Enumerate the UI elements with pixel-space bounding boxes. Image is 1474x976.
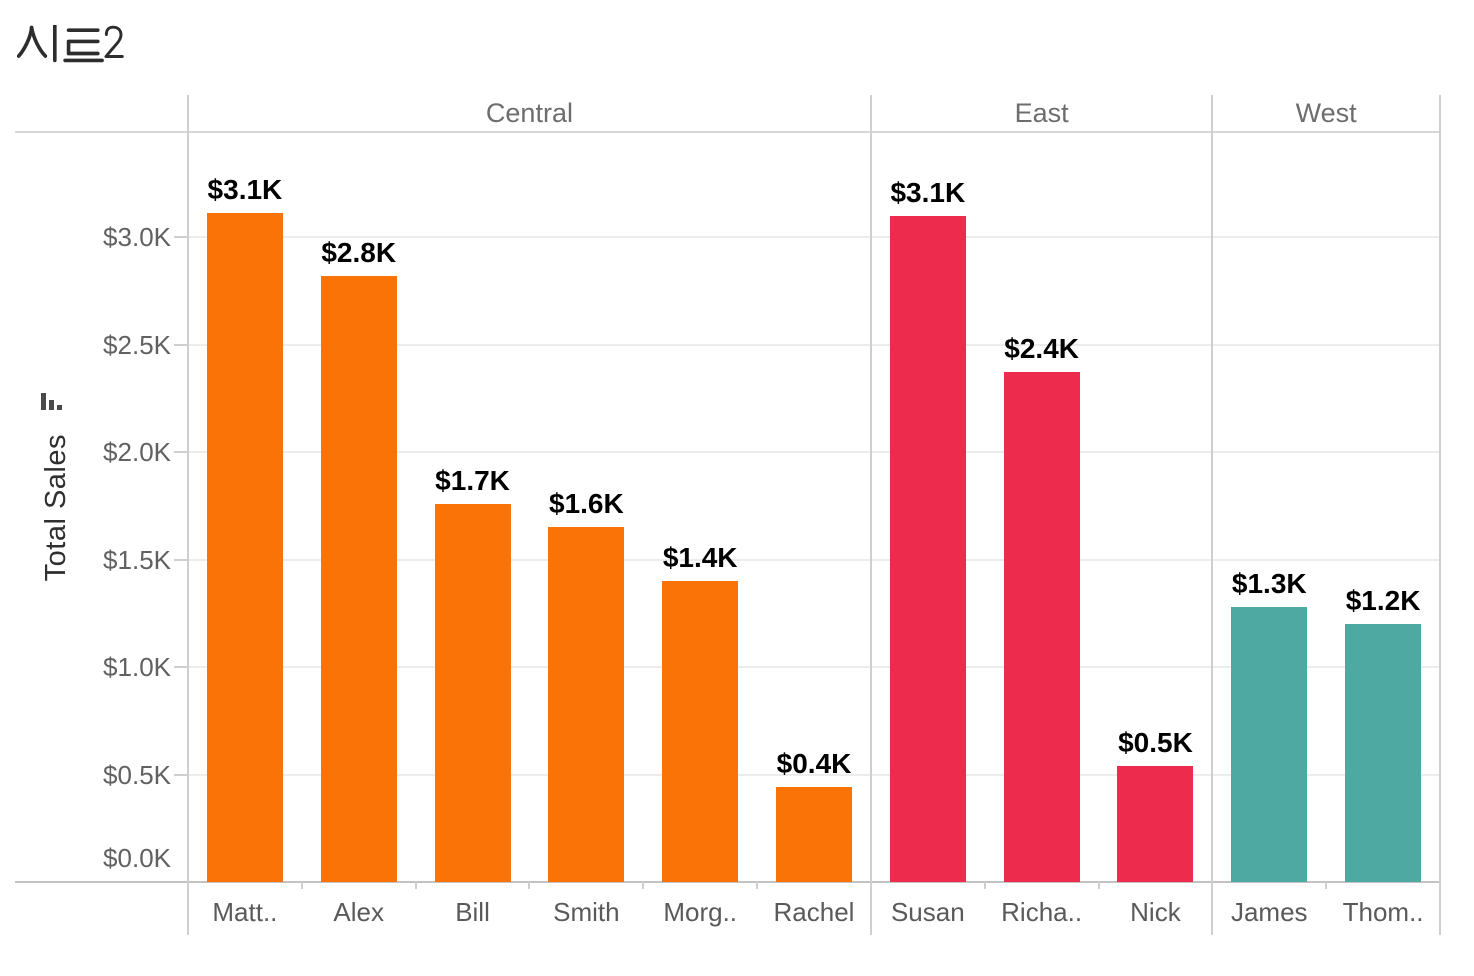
gridline bbox=[188, 451, 1440, 453]
bar-value-label: $1.2K bbox=[1345, 585, 1421, 616]
title-hangul-teu bbox=[63, 28, 104, 63]
y-tick-label: $2.5K bbox=[103, 329, 171, 360]
header-underline bbox=[15, 131, 1440, 133]
bar[interactable] bbox=[662, 581, 739, 882]
category-label[interactable]: Thom.. bbox=[1342, 897, 1424, 927]
y-tick-label: $0.5K bbox=[103, 759, 171, 790]
panel-divider bbox=[1439, 95, 1441, 935]
category-label[interactable]: Nick bbox=[1130, 897, 1181, 927]
category-label[interactable]: Rachel bbox=[773, 897, 855, 927]
category-label[interactable]: James bbox=[1230, 897, 1308, 927]
y-axis-tick bbox=[174, 558, 188, 561]
bar-value-label: $1.3K bbox=[1231, 567, 1307, 599]
gridline bbox=[188, 773, 1440, 776]
category-label[interactable]: Smith bbox=[553, 897, 620, 927]
bar[interactable] bbox=[548, 527, 625, 882]
bar-value-label: $1.4K bbox=[662, 542, 738, 573]
bar-value-label: $2.4K bbox=[1004, 333, 1079, 365]
x-axis-tick bbox=[1325, 882, 1328, 889]
y-axis-tick bbox=[174, 773, 188, 776]
x-axis-tick bbox=[642, 882, 645, 889]
y-axis-tick bbox=[174, 451, 188, 453]
bar[interactable] bbox=[1117, 765, 1194, 882]
region-header[interactable]: West bbox=[1295, 98, 1357, 128]
bar-value-label: $3.1K bbox=[207, 174, 283, 206]
gridline bbox=[188, 666, 1440, 668]
panel-divider bbox=[1211, 95, 1214, 935]
x-axis-tick bbox=[1097, 882, 1100, 889]
category-label[interactable]: Susan bbox=[890, 897, 965, 927]
y-axis-tick bbox=[174, 236, 188, 238]
title-hangul-si bbox=[17, 25, 57, 63]
y-tick-label: $0.0K bbox=[103, 843, 171, 873]
bar[interactable] bbox=[889, 215, 966, 882]
panel-divider bbox=[187, 95, 189, 935]
category-label[interactable]: Richa.. bbox=[1001, 897, 1083, 927]
x-axis-line bbox=[15, 881, 1440, 883]
bar[interactable] bbox=[776, 787, 852, 882]
x-axis-tick bbox=[756, 882, 759, 889]
gridline bbox=[188, 558, 1440, 561]
bar-value-label: $0.4K bbox=[776, 748, 852, 780]
bar[interactable] bbox=[206, 213, 283, 882]
panel-divider bbox=[869, 95, 872, 935]
bar-value-label: $3.1K bbox=[890, 176, 966, 208]
bar[interactable] bbox=[1231, 606, 1308, 882]
category-label[interactable]: Morg.. bbox=[663, 897, 738, 927]
bar[interactable] bbox=[1003, 372, 1080, 882]
region-header[interactable]: East bbox=[1014, 98, 1069, 128]
bar-value-label: $0.5K bbox=[1118, 726, 1193, 758]
sort-descending-icon[interactable] bbox=[41, 392, 63, 410]
bar[interactable] bbox=[320, 275, 397, 882]
y-tick-label: $3.0K bbox=[103, 222, 171, 252]
title-digit-2 bbox=[104, 25, 124, 58]
x-axis-tick bbox=[983, 882, 986, 889]
category-label[interactable]: Matt.. bbox=[212, 897, 278, 927]
x-axis-tick bbox=[528, 882, 531, 889]
region-header[interactable]: Central bbox=[485, 98, 573, 128]
y-tick-label: $2.0K bbox=[103, 437, 171, 467]
category-label[interactable]: Bill bbox=[455, 897, 490, 927]
category-label[interactable]: Alex bbox=[333, 897, 384, 927]
bar-value-label: $2.8K bbox=[321, 236, 397, 268]
y-tick-label: $1.5K bbox=[103, 544, 171, 575]
bar-value-label: $1.7K bbox=[435, 464, 510, 496]
bar[interactable] bbox=[1345, 624, 1422, 882]
y-axis-tick bbox=[174, 343, 188, 346]
y-tick-label: $1.0K bbox=[103, 652, 171, 682]
sheet-title bbox=[17, 25, 124, 63]
x-axis-tick bbox=[300, 882, 303, 889]
x-axis-tick bbox=[414, 882, 417, 889]
bar-value-label: $1.6K bbox=[549, 488, 624, 520]
bar[interactable] bbox=[434, 503, 511, 882]
gridline bbox=[188, 343, 1440, 346]
gridline bbox=[188, 236, 1440, 238]
y-axis-tick bbox=[174, 666, 188, 668]
